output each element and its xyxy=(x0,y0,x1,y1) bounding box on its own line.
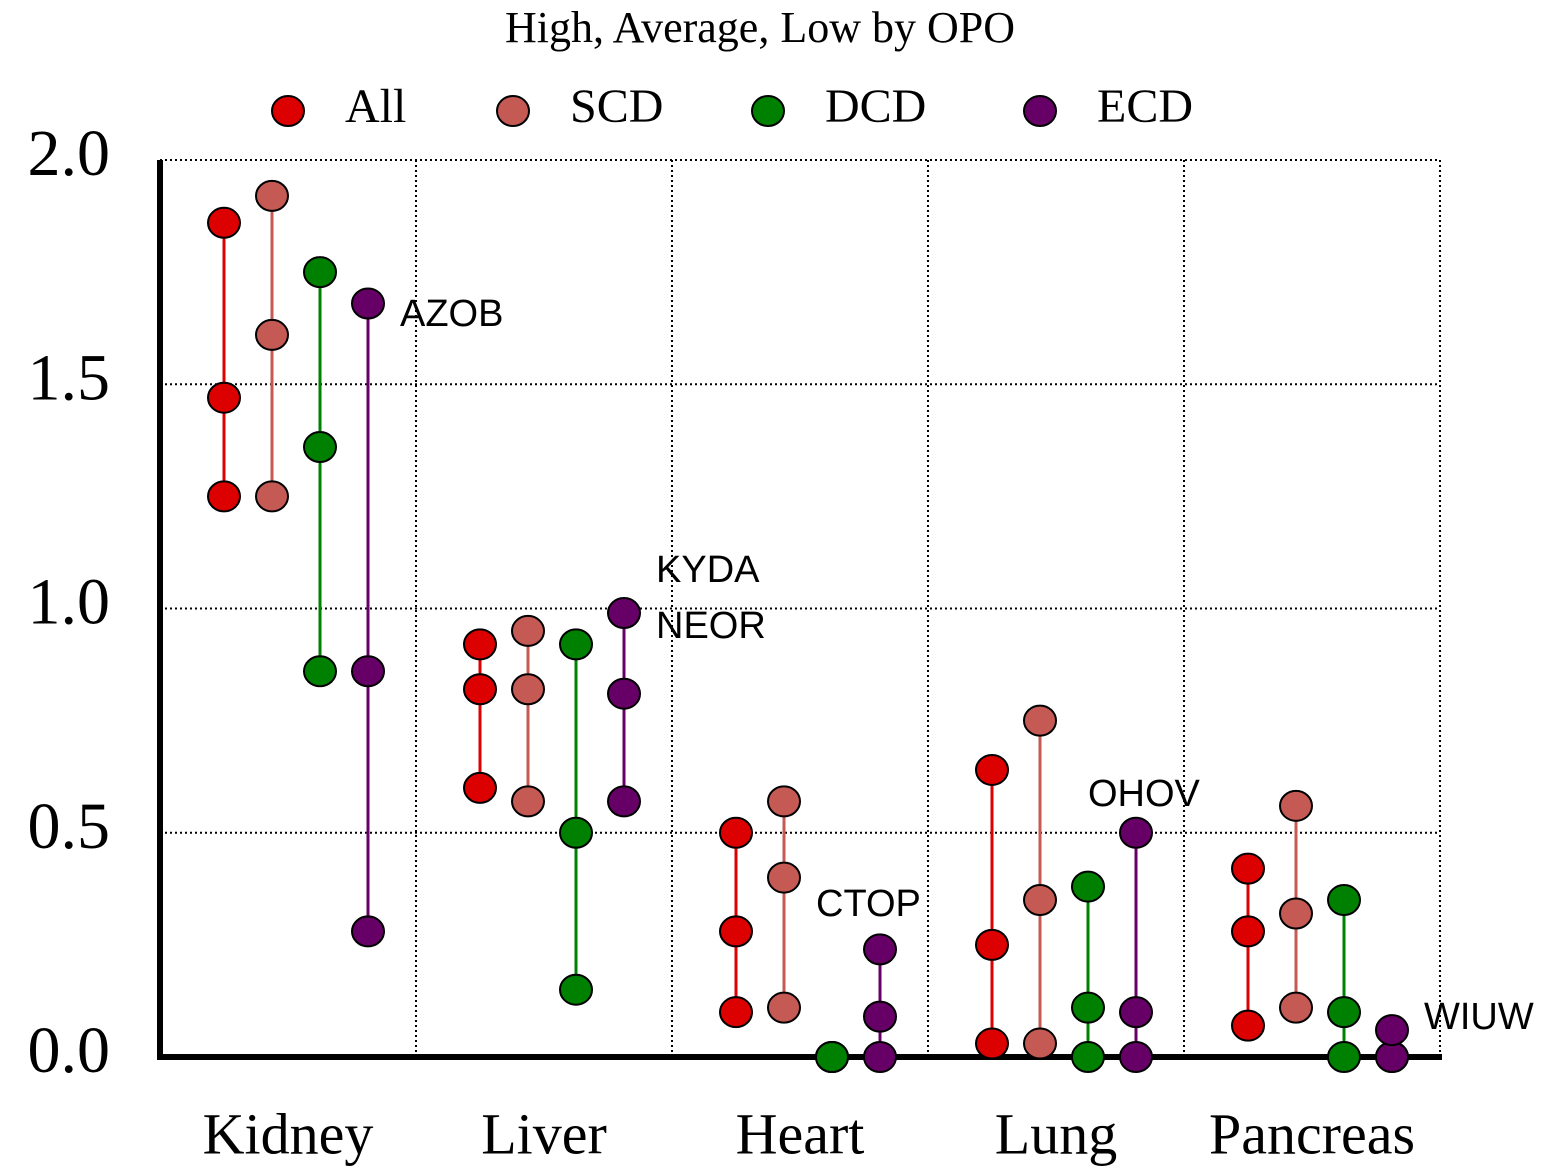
dot-average xyxy=(207,381,241,414)
x-tick-label: Liver xyxy=(481,1101,607,1166)
annotation: WIUW xyxy=(1424,996,1534,1038)
annotation: KYDA xyxy=(656,549,760,591)
dot-low xyxy=(607,785,641,818)
dot-average xyxy=(863,1000,897,1033)
dot-average xyxy=(1279,897,1313,930)
dot-low xyxy=(1119,1041,1153,1073)
dot-low xyxy=(767,991,801,1024)
dot-high xyxy=(1279,789,1313,822)
dot-high xyxy=(511,614,545,647)
dot-high xyxy=(207,206,241,239)
dot-high xyxy=(1231,852,1265,885)
y-tick-label: 0.5 xyxy=(28,790,111,863)
dot-low xyxy=(207,480,241,513)
dot-average xyxy=(255,318,289,351)
dot-low xyxy=(863,1041,897,1073)
dot-average xyxy=(559,816,593,849)
dot-high xyxy=(303,256,337,289)
dot-high xyxy=(975,753,1009,786)
x-tick-label: Lung xyxy=(995,1101,1117,1166)
dot-low xyxy=(1231,1009,1265,1042)
dot-average xyxy=(719,915,753,948)
dot-high xyxy=(863,933,897,966)
dot-low xyxy=(511,785,545,818)
dot-average xyxy=(1071,991,1105,1024)
dot-low xyxy=(975,1027,1009,1060)
dot-average xyxy=(1119,996,1153,1029)
legend-label: All xyxy=(345,80,406,133)
legend-marker xyxy=(496,95,530,127)
x-tick-label: Heart xyxy=(736,1101,865,1166)
legend-marker xyxy=(751,95,785,127)
x-tick-label: Kidney xyxy=(203,1101,374,1166)
dot-average xyxy=(767,861,801,894)
legend-label: SCD xyxy=(570,80,663,133)
dot-low xyxy=(1023,1027,1057,1060)
annotation: AZOB xyxy=(400,293,503,335)
dot-high xyxy=(1119,816,1153,849)
chart-title: High, Average, Low by OPO xyxy=(505,3,1015,52)
annotation: OHOV xyxy=(1088,773,1201,815)
x-tick-label: Pancreas xyxy=(1209,1101,1415,1166)
dot-low xyxy=(463,771,497,804)
dot-low xyxy=(559,973,593,1006)
legend-label: DCD xyxy=(825,80,926,133)
dot-average xyxy=(463,673,497,706)
legend-marker xyxy=(1023,95,1057,127)
dot-high xyxy=(1327,884,1361,917)
dot-high xyxy=(815,1041,849,1073)
y-tick-label: 0.0 xyxy=(28,1014,111,1087)
dot-high xyxy=(607,596,641,629)
dot-high xyxy=(255,179,289,212)
dot-low xyxy=(1071,1041,1105,1073)
dot-low xyxy=(1279,991,1313,1024)
dot-average xyxy=(351,655,385,688)
dot-low xyxy=(351,915,385,948)
dot-average xyxy=(607,677,641,710)
dot-average xyxy=(1327,996,1361,1029)
dot-high xyxy=(463,628,497,661)
dot-average xyxy=(303,431,337,464)
dot-average xyxy=(975,928,1009,961)
legend-label: ECD xyxy=(1097,80,1193,133)
annotation: NEOR xyxy=(656,605,766,647)
dot-average xyxy=(1375,1041,1409,1073)
annotation: CTOP xyxy=(816,883,921,925)
dot-high xyxy=(719,816,753,849)
y-tick-label: 2.0 xyxy=(28,117,111,190)
dot-high xyxy=(351,287,385,320)
dot-average xyxy=(511,673,545,706)
dot-low xyxy=(255,480,289,513)
dot-low xyxy=(1327,1041,1361,1073)
y-tick-label: 1.5 xyxy=(28,341,111,414)
legend-marker xyxy=(271,95,305,127)
dot-high xyxy=(1023,704,1057,737)
dot-low xyxy=(303,655,337,688)
dot-average xyxy=(1231,915,1265,948)
dot-high xyxy=(1375,1014,1409,1047)
dot-high xyxy=(559,628,593,661)
dot-average xyxy=(1023,884,1057,917)
dot-low xyxy=(719,996,753,1029)
dot-high xyxy=(767,785,801,818)
y-tick-label: 1.0 xyxy=(28,566,111,639)
dot-high xyxy=(1071,870,1105,903)
